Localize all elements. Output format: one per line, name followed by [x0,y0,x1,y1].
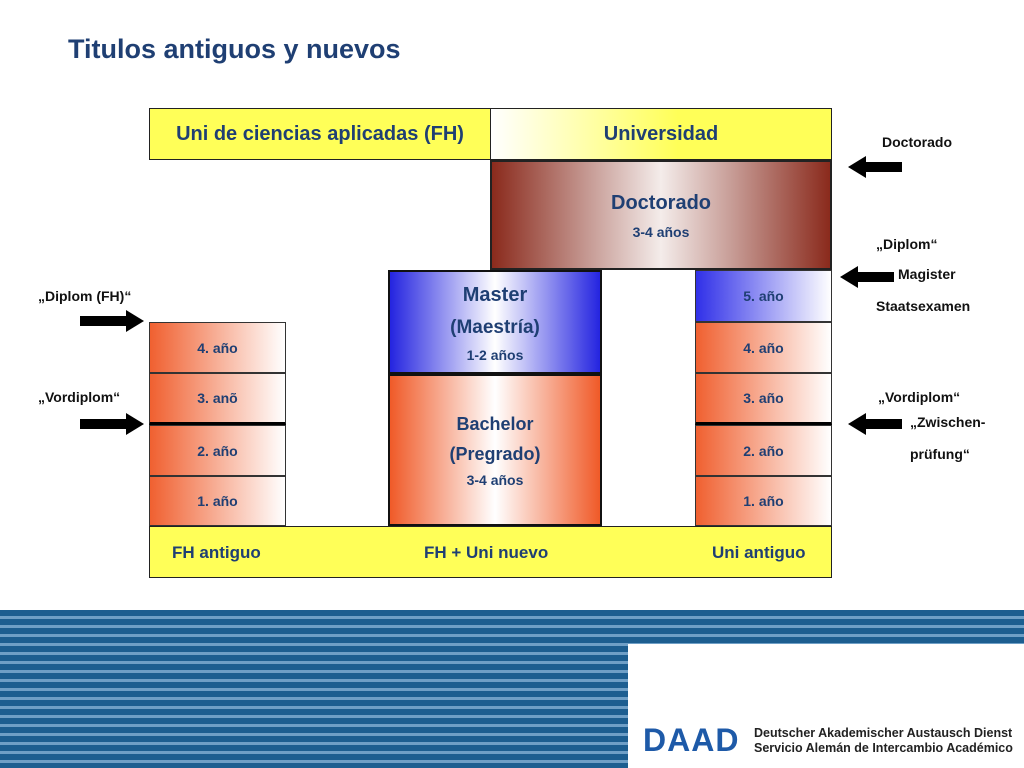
bachelor-subtitle: (Pregrado) [449,444,541,464]
bachelor-title: Bachelor [456,414,534,434]
fh-year-3: 3. anõ [149,373,286,425]
footer-panel [628,644,1024,768]
label-zwischen: „Zwischen- [910,414,986,430]
fh-year-4: 4. año [149,322,286,373]
label-doctorado-right: Doctorado [882,134,952,150]
arrow-left-icon [840,266,894,288]
label-diplom: „Diplom“ [876,236,938,252]
arrow-left-icon [848,413,902,435]
uni-year-1: 1. año [695,476,832,526]
master-subtitle: (Maestría) [450,317,540,338]
arrow-right-icon [80,310,144,332]
label-magister: Magister [898,266,956,282]
arrow-right-icon [80,413,144,435]
uni-year-4: 4. año [695,322,832,373]
header-universidad: Universidad [490,108,832,160]
bachelor-box: Bachelor (Pregrado) 3-4 años [388,374,602,526]
master-duration: 1-2 años [466,347,524,363]
bottom-bar: FH antiguo FH + Uni nuevo Uni antiguo [149,526,832,578]
uni-year-3: 3. año [695,373,832,425]
label-staatsexamen: Staatsexamen [876,298,971,314]
bottom-label-uni-antiguo: Uni antiguo [712,543,806,562]
bottom-label-nuevo: FH + Uni nuevo [424,543,549,562]
arrow-left-icon [848,156,902,178]
bachelor-duration: 3-4 años [466,472,524,488]
doctorado-box: Doctorado 3-4 años [490,160,832,270]
fh-year-1: 1. año [149,476,286,526]
uni-year-2: 2. año [695,425,832,476]
bottom-label-fh-antiguo: FH antiguo [172,543,261,562]
doctorado-title: Doctorado [611,192,711,214]
slide-title: Titulos antiguos y nuevos [68,34,401,64]
org-name-es: Servicio Alemán de Intercambio Académico [754,741,1013,755]
label-pruefung: prüfung“ [910,446,970,462]
label-vordiplom-right: „Vordiplom“ [878,389,961,405]
master-title: Master [462,284,528,306]
header-universidad-label: Universidad [603,122,719,145]
master-box: Master (Maestría) 1-2 años [388,270,602,374]
daad-logo: DAAD [643,722,740,758]
label-diplom-fh: „Diplom (FH)“ [38,288,132,304]
fh-year-2: 2. año [149,425,286,476]
org-name-de: Deutscher Akademischer Austausch Dienst [754,726,1013,740]
label-vordiplom-left: „Vordiplom“ [38,389,121,405]
header-fh-label: Uni de ciencias aplicadas (FH) [176,122,464,145]
uni-year-5: 5. año [695,270,832,322]
doctorado-duration: 3-4 años [632,224,690,240]
header-fh: Uni de ciencias aplicadas (FH) [149,108,491,160]
